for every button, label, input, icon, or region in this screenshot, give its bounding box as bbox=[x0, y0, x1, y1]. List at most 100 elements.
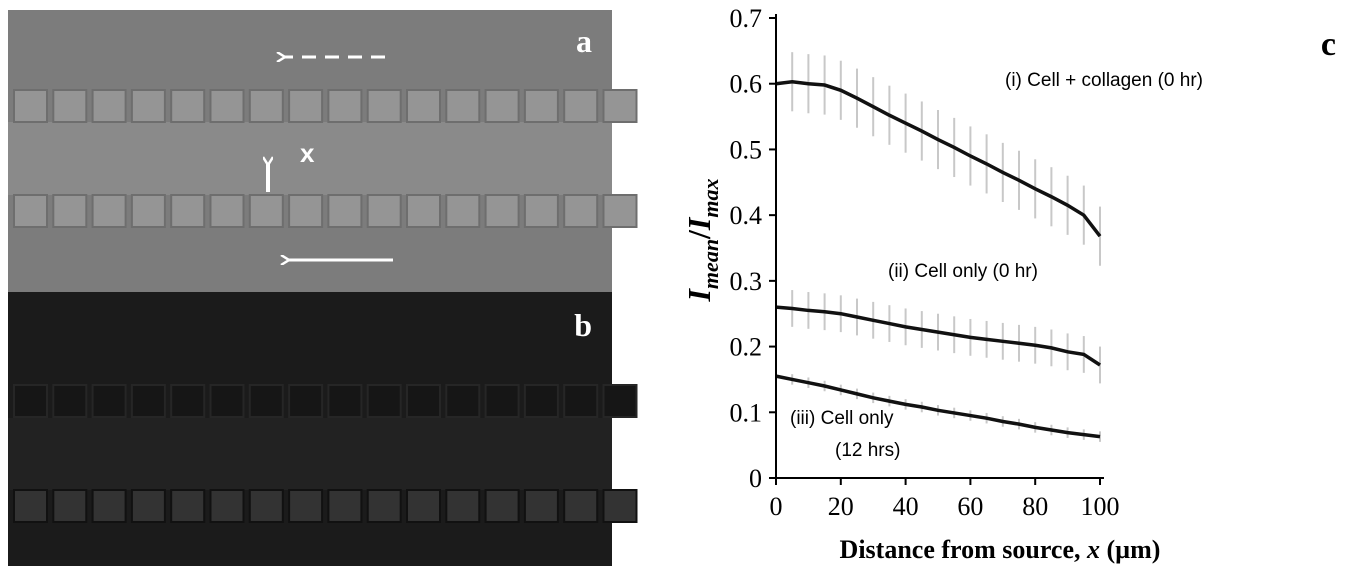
chamber bbox=[523, 489, 559, 523]
channel-band bbox=[8, 122, 612, 195]
series-line bbox=[775, 79, 1102, 238]
panel-label: c bbox=[1321, 26, 1336, 63]
chamber bbox=[445, 89, 481, 123]
chamber bbox=[563, 89, 599, 123]
chamber bbox=[406, 384, 441, 418]
chamber bbox=[602, 89, 638, 123]
panel-label: b bbox=[574, 307, 592, 343]
chamber bbox=[170, 489, 206, 523]
chamber bbox=[484, 89, 520, 123]
x-title-part: (µm) bbox=[1100, 535, 1160, 564]
channel-band bbox=[8, 418, 612, 490]
chamber bbox=[327, 194, 363, 228]
chamber bbox=[445, 384, 481, 418]
chamber bbox=[248, 194, 284, 228]
chamber bbox=[523, 384, 559, 418]
y-title-part: I bbox=[681, 288, 717, 303]
chamber bbox=[52, 194, 88, 228]
chamber bbox=[13, 489, 48, 523]
chamber bbox=[602, 489, 638, 523]
chamber bbox=[288, 194, 324, 228]
chamber bbox=[91, 489, 127, 523]
x-tick-label: 60 bbox=[957, 492, 983, 521]
chamber bbox=[366, 194, 402, 228]
chamber bbox=[602, 194, 638, 228]
y-tick-label: 0 bbox=[749, 464, 762, 493]
chamber bbox=[209, 489, 245, 523]
chamber bbox=[327, 489, 363, 523]
panel-label: a bbox=[576, 23, 592, 59]
chamber bbox=[91, 194, 127, 228]
y-tick-label: 0.5 bbox=[730, 135, 763, 164]
chamber bbox=[366, 89, 402, 123]
annotation: (ii) Cell only (0 hr) bbox=[888, 261, 1038, 282]
x-tick-label: 20 bbox=[828, 492, 854, 521]
x-tick-label: 0 bbox=[770, 492, 783, 521]
chamber bbox=[366, 384, 402, 418]
chamber bbox=[130, 489, 166, 523]
chamber bbox=[484, 489, 520, 523]
chamber bbox=[209, 384, 245, 418]
chamber bbox=[13, 194, 48, 228]
y-tick-label: 0.6 bbox=[730, 70, 763, 99]
micrographs: x a b bbox=[8, 10, 638, 566]
series-line bbox=[775, 374, 1101, 439]
chamber bbox=[288, 89, 324, 123]
series-line bbox=[775, 305, 1101, 367]
chart: c Imean/Imax Distance from source, x (µm… bbox=[681, 4, 1336, 564]
x-tick-label: 40 bbox=[893, 492, 919, 521]
chamber bbox=[523, 89, 559, 123]
x-tick-label: 100 bbox=[1081, 492, 1120, 521]
chamber bbox=[170, 89, 206, 123]
chamber bbox=[406, 194, 441, 228]
chamber bbox=[327, 89, 363, 123]
chamber bbox=[327, 384, 363, 418]
x-title-part: Distance from source, bbox=[840, 535, 1087, 564]
chamber bbox=[445, 489, 481, 523]
chamber bbox=[209, 194, 245, 228]
chamber bbox=[130, 89, 166, 123]
chamber bbox=[288, 489, 324, 523]
x-tick-label: 80 bbox=[1022, 492, 1048, 521]
chamber bbox=[484, 194, 520, 228]
y-title-part: max bbox=[698, 178, 723, 217]
chamber bbox=[248, 384, 284, 418]
annotation: (12 hrs) bbox=[835, 440, 900, 461]
annotation: (i) Cell + collagen (0 hr) bbox=[1005, 70, 1203, 91]
chamber bbox=[563, 194, 599, 228]
y-axis-title: Imean/Imax bbox=[681, 178, 723, 302]
annotation: (iii) Cell only bbox=[790, 408, 894, 429]
chamber bbox=[484, 384, 520, 418]
chamber bbox=[366, 489, 402, 523]
chamber bbox=[91, 89, 127, 123]
y-title-part: I bbox=[681, 216, 717, 231]
chamber bbox=[248, 89, 284, 123]
chamber bbox=[130, 384, 166, 418]
chamber bbox=[406, 489, 441, 523]
y-tick-label: 0.3 bbox=[730, 267, 763, 296]
chamber bbox=[523, 194, 559, 228]
chamber bbox=[170, 194, 206, 228]
chamber bbox=[563, 489, 599, 523]
chamber bbox=[52, 89, 88, 123]
y-tick-label: 0.4 bbox=[730, 201, 763, 230]
y-tick-label: 0.2 bbox=[730, 333, 763, 362]
chamber bbox=[209, 89, 245, 123]
y-title-part: / bbox=[681, 229, 717, 240]
chamber bbox=[602, 384, 638, 418]
chamber bbox=[445, 194, 481, 228]
x-title-part: x bbox=[1086, 535, 1100, 564]
x-axis-title: Distance from source, x (µm) bbox=[840, 535, 1161, 564]
chamber bbox=[52, 489, 88, 523]
chamber bbox=[406, 89, 441, 123]
chamber bbox=[130, 194, 166, 228]
chamber bbox=[13, 384, 48, 418]
y-tick-label: 0.7 bbox=[730, 4, 763, 33]
chamber bbox=[91, 384, 127, 418]
axis-marker-label: x bbox=[300, 138, 315, 168]
y-title-part: mean bbox=[698, 239, 723, 289]
chamber bbox=[170, 384, 206, 418]
chamber bbox=[13, 89, 48, 123]
y-tick-label: 0.1 bbox=[730, 398, 763, 427]
